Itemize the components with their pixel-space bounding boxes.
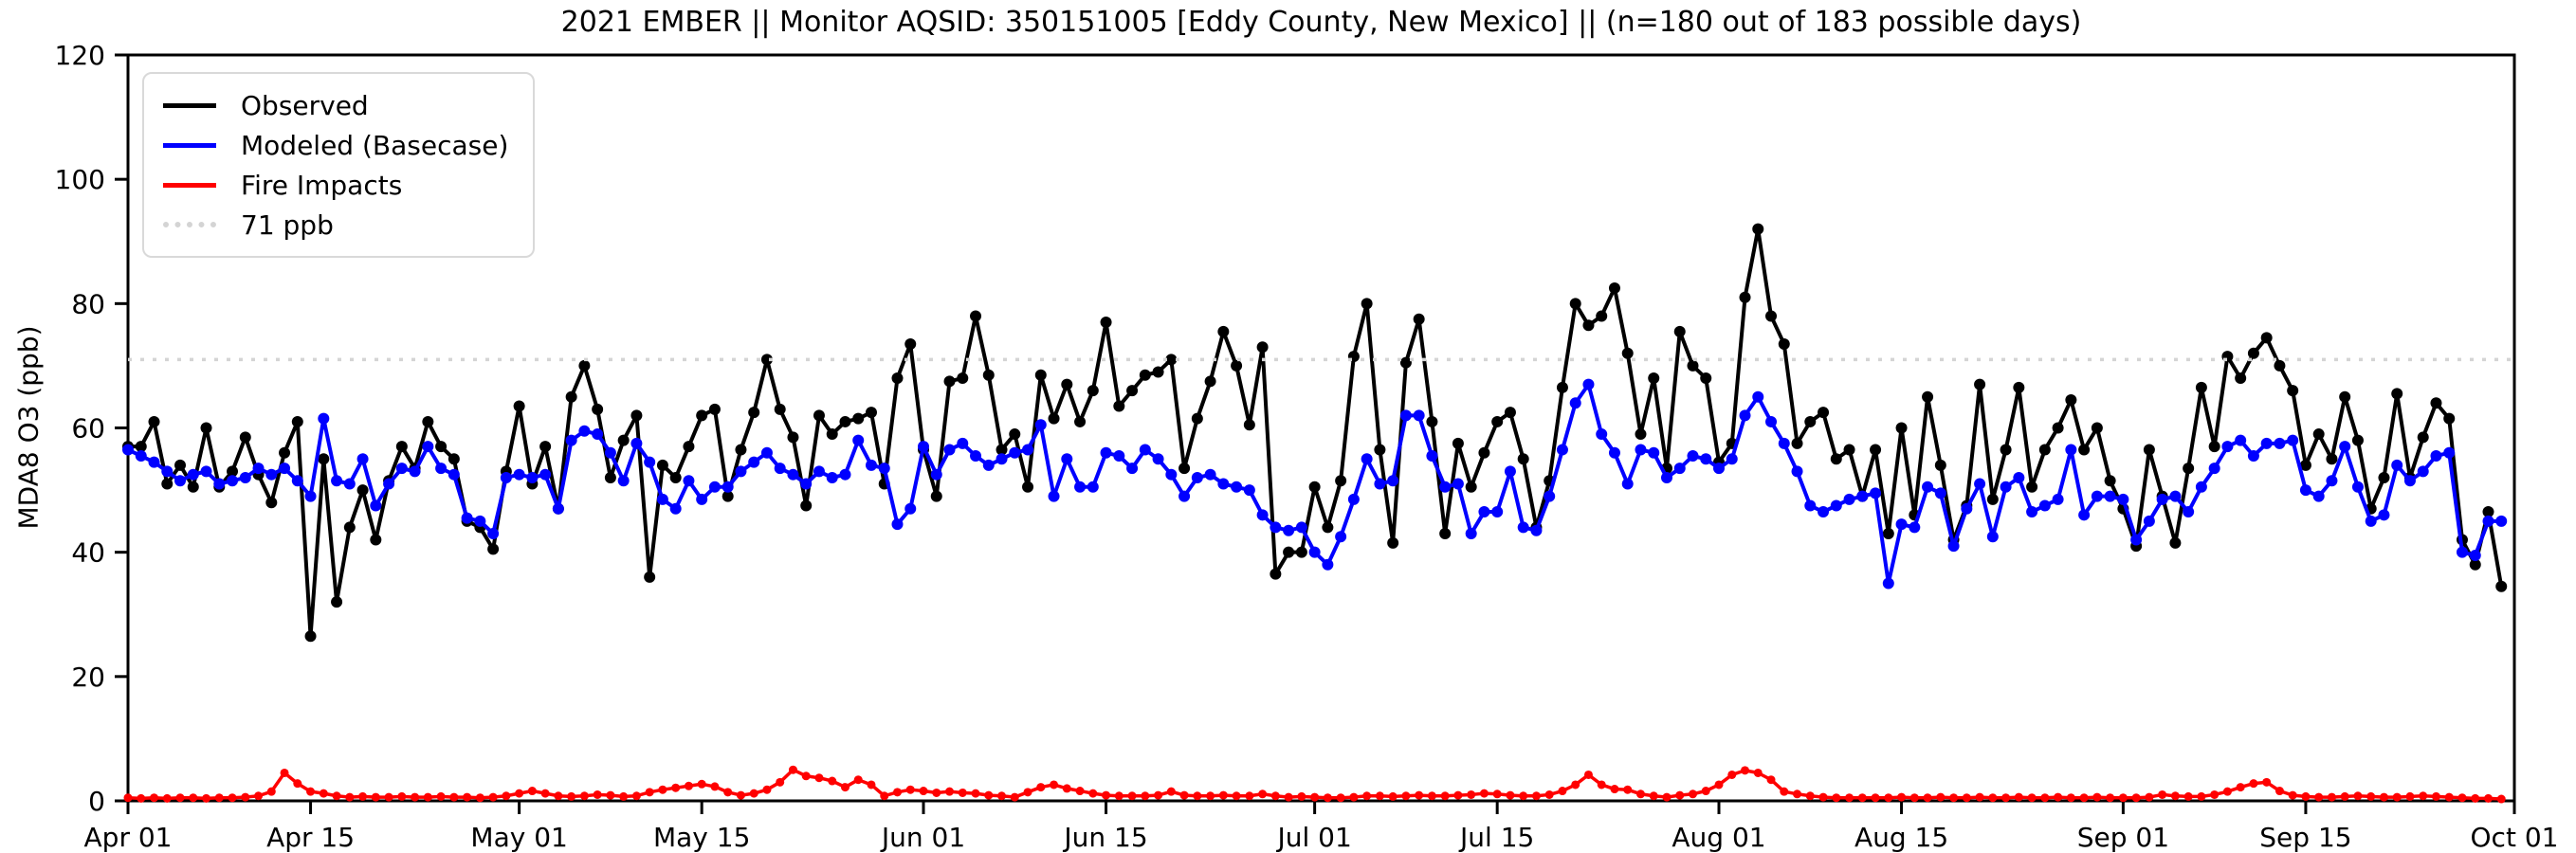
threshold-line-swatch <box>163 222 216 227</box>
y-tick-label: 40 <box>71 537 105 569</box>
observed-line-swatch <box>163 102 216 108</box>
x-tick-label: Jul 01 <box>1275 822 1351 853</box>
y-tick-label: 20 <box>71 662 105 693</box>
y-tick-label: 100 <box>55 164 105 195</box>
x-tick-label: May 15 <box>653 822 750 853</box>
y-axis: 0 20 40 60 80 100 120 <box>55 40 128 817</box>
legend: Observed Modeled (Basecase) Fire Impacts… <box>142 72 536 258</box>
x-axis: Apr 01 Apr 15 May 01 May 15 Jun 01 Jun 15 Jul … <box>84 801 2559 853</box>
fire-impacts-series <box>123 765 2506 804</box>
observed-series-line <box>128 227 2504 639</box>
x-tick-label: Oct 01 <box>2471 822 2559 853</box>
legend-label: Modeled (Basecase) <box>241 129 509 161</box>
legend-item-fire: Fire Impacts <box>163 165 508 205</box>
x-tick-label: Jun 15 <box>1062 822 1147 853</box>
x-tick-label: Sep 15 <box>2259 822 2351 853</box>
modeled-series <box>122 378 2508 590</box>
x-tick-label: Aug 01 <box>1672 822 1765 853</box>
fire-line-swatch <box>163 182 216 188</box>
legend-label: Fire Impacts <box>241 169 403 201</box>
x-tick-label: May 01 <box>470 822 567 853</box>
legend-item-threshold: 71 ppb <box>163 205 508 245</box>
y-tick-label: 120 <box>55 40 105 71</box>
legend-item-modeled: Modeled (Basecase) <box>163 125 508 165</box>
legend-label: 71 ppb <box>241 209 334 241</box>
x-tick-label: Aug 15 <box>1854 822 1948 853</box>
observed-series <box>122 223 2508 643</box>
y-tick-label: 0 <box>88 786 105 817</box>
x-tick-label: Jul 15 <box>1458 822 1534 853</box>
modeled-line-swatch <box>163 142 216 148</box>
chart-title: 2021 EMBER || Monitor AQSID: 350151005 [… <box>560 6 2082 39</box>
x-tick-label: Apr 01 <box>84 822 173 853</box>
legend-item-observed: Observed <box>163 85 508 125</box>
x-tick-label: Sep 01 <box>2077 822 2169 853</box>
legend-label: Observed <box>241 89 369 121</box>
y-tick-label: 60 <box>71 413 105 445</box>
y-axis-label: MDA8 O3 (ppb) <box>12 325 45 530</box>
x-tick-label: Jun 01 <box>880 822 965 853</box>
y-tick-label: 80 <box>71 288 105 319</box>
x-tick-label: Apr 15 <box>266 822 355 853</box>
